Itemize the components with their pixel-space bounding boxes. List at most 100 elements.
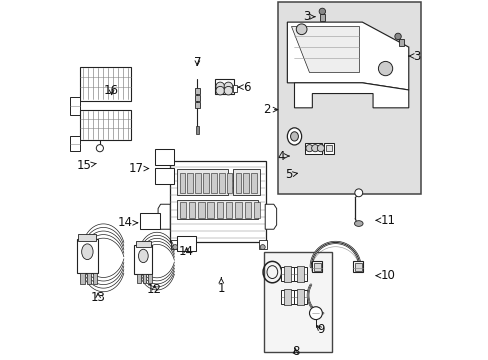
Bar: [194, 95, 200, 101]
Bar: [194, 88, 200, 94]
Bar: [203, 173, 208, 193]
Ellipse shape: [287, 128, 301, 145]
Bar: [251, 173, 256, 193]
Ellipse shape: [224, 86, 232, 95]
Bar: [187, 173, 193, 193]
Text: 14: 14: [118, 216, 137, 229]
Bar: [137, 274, 141, 283]
Text: 6: 6: [238, 81, 250, 94]
Bar: [136, 241, 151, 247]
Bar: [176, 236, 196, 251]
Ellipse shape: [172, 244, 177, 249]
Bar: [313, 263, 320, 271]
Ellipse shape: [394, 33, 401, 40]
Bar: [320, 14, 324, 21]
Bar: [93, 273, 97, 284]
Text: 12: 12: [147, 283, 162, 296]
Bar: [171, 240, 179, 249]
Polygon shape: [158, 204, 170, 229]
Text: 8: 8: [291, 345, 299, 358]
Ellipse shape: [216, 82, 224, 91]
Text: 15: 15: [77, 159, 96, 172]
Bar: [354, 263, 361, 271]
Bar: [225, 202, 232, 218]
Bar: [80, 67, 131, 101]
Polygon shape: [264, 204, 276, 229]
Bar: [210, 173, 216, 193]
Bar: [179, 202, 185, 218]
Bar: [283, 266, 290, 282]
Bar: [280, 290, 293, 304]
Bar: [244, 202, 250, 218]
Bar: [264, 252, 331, 352]
Text: 10: 10: [375, 269, 395, 282]
Ellipse shape: [260, 244, 264, 249]
Bar: [312, 261, 322, 272]
Ellipse shape: [81, 244, 93, 260]
Bar: [294, 290, 307, 304]
Bar: [207, 202, 213, 218]
Bar: [243, 173, 248, 193]
Text: 7: 7: [193, 55, 201, 69]
Bar: [353, 261, 363, 272]
Text: 2: 2: [262, 103, 277, 116]
Text: 5: 5: [285, 168, 297, 181]
Bar: [215, 78, 233, 94]
Bar: [169, 161, 265, 242]
Ellipse shape: [311, 145, 318, 152]
Ellipse shape: [138, 249, 148, 263]
Bar: [188, 202, 195, 218]
Bar: [148, 274, 152, 283]
Bar: [134, 245, 152, 274]
Bar: [258, 240, 266, 249]
Bar: [218, 173, 224, 193]
Ellipse shape: [296, 24, 306, 35]
Polygon shape: [69, 136, 80, 151]
Text: 9: 9: [316, 323, 324, 337]
Ellipse shape: [354, 189, 362, 197]
Ellipse shape: [354, 221, 362, 226]
Bar: [253, 202, 260, 218]
Bar: [154, 168, 174, 184]
Ellipse shape: [309, 307, 322, 320]
Polygon shape: [294, 83, 408, 108]
Bar: [280, 267, 293, 281]
Text: 3: 3: [408, 50, 420, 63]
Bar: [297, 289, 304, 305]
Bar: [142, 274, 146, 283]
Bar: [198, 202, 204, 218]
Text: 3: 3: [303, 10, 314, 23]
Text: 4: 4: [276, 149, 288, 162]
Ellipse shape: [305, 145, 312, 152]
Bar: [283, 289, 290, 305]
Bar: [305, 143, 321, 153]
Bar: [140, 213, 160, 229]
Bar: [176, 168, 228, 195]
Ellipse shape: [319, 8, 325, 15]
Bar: [233, 85, 236, 92]
Bar: [86, 273, 91, 284]
Text: 11: 11: [375, 214, 395, 227]
Text: 14: 14: [179, 245, 194, 258]
Polygon shape: [290, 26, 358, 72]
Bar: [195, 173, 201, 193]
Text: 17: 17: [128, 162, 148, 175]
Bar: [325, 145, 332, 152]
Bar: [179, 173, 185, 193]
Ellipse shape: [216, 86, 224, 95]
Polygon shape: [287, 22, 408, 90]
Ellipse shape: [224, 82, 232, 91]
Ellipse shape: [317, 145, 324, 152]
Bar: [398, 39, 403, 46]
Bar: [233, 168, 259, 195]
Bar: [297, 266, 304, 282]
Bar: [176, 199, 258, 219]
Bar: [294, 267, 307, 281]
Bar: [226, 173, 232, 193]
Bar: [195, 126, 199, 134]
Ellipse shape: [96, 145, 103, 152]
Text: 16: 16: [104, 84, 119, 97]
Bar: [235, 202, 241, 218]
Bar: [80, 109, 131, 140]
Bar: [235, 173, 241, 193]
